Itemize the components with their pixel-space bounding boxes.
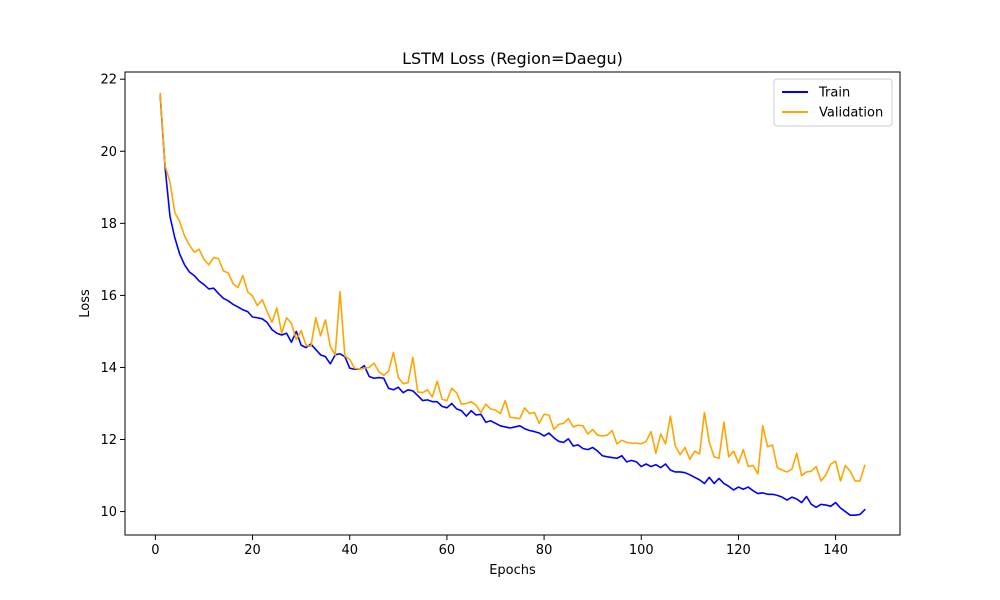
y-tick-label: 16 (100, 289, 117, 304)
series-line-train (159, 94, 866, 516)
x-tick-label: 60 (439, 543, 456, 558)
legend-label-train: Train (818, 86, 850, 101)
x-tick-label: 140 (823, 543, 848, 558)
x-tick-label: 120 (726, 543, 751, 558)
y-axis-label: Loss (78, 289, 93, 318)
y-tick-label: 20 (100, 145, 117, 160)
chart-title: LSTM Loss (Region=Daegu) (402, 49, 623, 68)
y-tick-label: 10 (100, 505, 117, 520)
x-tick-label: 0 (151, 543, 159, 558)
plot-area (124, 71, 901, 536)
x-tick-label: 40 (341, 543, 358, 558)
legend-label-validation: Validation (819, 106, 883, 121)
x-tick-label: 80 (536, 543, 553, 558)
y-tick-label: 14 (100, 361, 117, 376)
series-line-validation (159, 92, 866, 482)
series-lines (159, 92, 866, 516)
y-axis-ticks: 10 12 14 16 18 20 22 (100, 73, 125, 520)
x-axis-ticks: 0 20 40 60 80 100 120 140 (151, 535, 848, 558)
y-tick-label: 22 (100, 73, 117, 88)
y-tick-label: 12 (100, 433, 117, 448)
y-tick-label: 18 (100, 217, 117, 232)
x-axis-label: Epochs (489, 563, 536, 578)
legend-box (773, 78, 893, 127)
x-tick-label: 100 (629, 543, 654, 558)
x-tick-label: 20 (244, 543, 261, 558)
plot-frame (124, 71, 901, 536)
legend: Train Validation (773, 78, 893, 127)
